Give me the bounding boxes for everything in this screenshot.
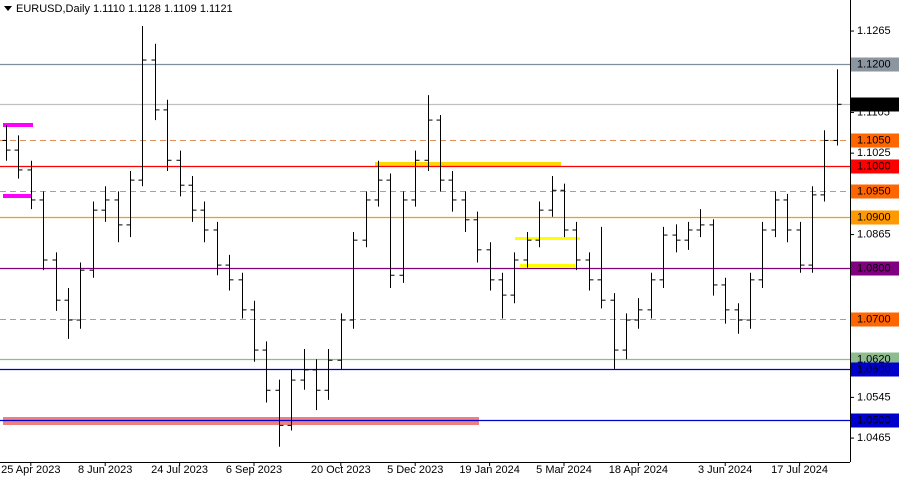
level-label-box (851, 97, 899, 112)
x-tick-label: 25 Apr 2023 (1, 464, 60, 476)
level-label: 1.0620 (857, 353, 891, 365)
level-label: 1.1000 (857, 160, 891, 172)
level-label-box (851, 57, 899, 72)
level-label-box (851, 261, 899, 276)
zone (3, 194, 31, 198)
y-tick-label: 1.1025 (857, 147, 891, 159)
level-label: 1.0900 (857, 211, 891, 223)
x-tick-label: 8 Jun 2023 (78, 464, 132, 476)
x-tick-label: 3 Jun 2024 (698, 464, 752, 476)
level-label: 1.1200 (857, 58, 891, 70)
x-tick-label: 17 Jul 2024 (771, 464, 828, 476)
chart-title: EURUSD,Daily 1.1110 1.1128 1.1109 1.1121 (16, 3, 233, 15)
level-label-box (851, 312, 899, 327)
x-tick-label: 5 Dec 2023 (387, 464, 443, 476)
level-label-box (851, 133, 899, 148)
x-tick-label: 19 Jan 2024 (459, 464, 520, 476)
price-bars (2, 25, 842, 447)
zone (3, 123, 33, 127)
menu-triangle (4, 6, 12, 11)
level-label: 1.1121 (857, 98, 890, 110)
zone (520, 264, 575, 267)
level-label: 1.0700 (857, 313, 891, 325)
levels (0, 63, 850, 422)
level-label: 1.0500 (857, 414, 891, 426)
level-label-box (851, 362, 899, 377)
level-label: 1.0800 (857, 262, 891, 274)
level-label: 1.0950 (857, 185, 891, 197)
zone (515, 237, 580, 240)
level-label: 1.1050 (857, 134, 891, 146)
x-tick-label: 6 Sep 2023 (226, 464, 282, 476)
x-tick-label: 20 Oct 2023 (311, 464, 371, 476)
level-label-box (851, 184, 899, 199)
level-label-box (851, 159, 899, 174)
level-label-box (851, 210, 899, 225)
x-tick-label: 5 Mar 2024 (536, 464, 592, 476)
y-tick-label: 1.0545 (857, 391, 891, 403)
level-label-box (851, 413, 899, 428)
x-tick-label: 18 Apr 2024 (609, 464, 668, 476)
level-label: 1.0600 (857, 363, 891, 375)
y-tick-label: 1.0865 (857, 228, 891, 240)
y-tick-label: 1.0465 (857, 432, 891, 444)
zone (375, 162, 561, 167)
y-tick-label: 1.1265 (857, 25, 891, 37)
x-tick-label: 24 Jul 2023 (151, 464, 208, 476)
